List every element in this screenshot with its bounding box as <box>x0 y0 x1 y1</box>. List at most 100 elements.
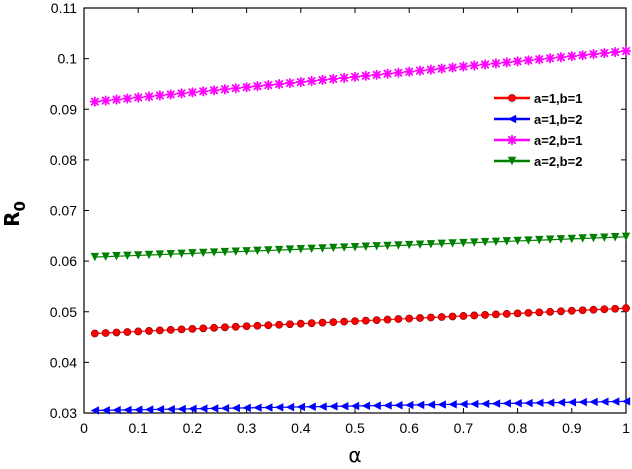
data-point <box>329 402 338 411</box>
data-point <box>242 403 251 413</box>
data-point <box>90 329 99 338</box>
data-point <box>512 56 523 67</box>
data-point <box>622 304 630 313</box>
data-point <box>339 72 350 83</box>
data-point <box>220 404 230 413</box>
data-point <box>90 406 100 415</box>
star-stroke <box>556 53 566 62</box>
axis-ticks: 0 0.1 0.2 0.3 0.4 0.5 0.6 0.7 0.8 0.9 1 0.03 0.04 0.0… <box>50 0 630 436</box>
data-point <box>188 324 197 333</box>
star-stroke <box>546 54 555 63</box>
x-axis-label: α <box>348 443 361 467</box>
data-point <box>567 398 576 407</box>
star-stroke <box>470 61 479 70</box>
data-point <box>481 311 489 319</box>
star-stroke <box>188 88 197 97</box>
star-stroke <box>296 77 305 87</box>
data-point <box>123 405 132 415</box>
data-point <box>513 236 522 246</box>
data-point <box>610 397 620 406</box>
data-point <box>296 245 305 254</box>
data-point <box>188 249 197 258</box>
data-point <box>480 399 490 408</box>
data-point <box>383 315 392 324</box>
star-stroke <box>275 80 284 89</box>
data-point <box>307 244 316 254</box>
legend: a=1,b=1 a=1,b=2 a=2,b=1 a=2,b=2 <box>494 91 582 169</box>
data-point <box>459 399 468 409</box>
series-a=2,b=2 <box>90 232 631 262</box>
data-point <box>264 403 273 412</box>
data-point <box>524 308 533 317</box>
legend-marker <box>507 114 517 124</box>
data-point <box>545 235 555 244</box>
data-point <box>318 402 327 411</box>
data-point <box>144 250 154 260</box>
data-point <box>405 240 414 250</box>
data-point <box>134 405 143 414</box>
data-point <box>296 319 305 328</box>
data-point <box>339 243 349 252</box>
x-tick-label: 0.9 <box>562 420 582 436</box>
data-point <box>492 310 500 319</box>
data-point <box>231 322 240 331</box>
data-point <box>620 45 632 57</box>
legend-marker <box>508 94 516 102</box>
data-point <box>426 313 435 322</box>
x-tick-label: 0.3 <box>237 420 257 436</box>
data-point <box>274 245 284 255</box>
data-point <box>535 398 544 408</box>
data-point <box>307 402 316 411</box>
data-point <box>545 53 556 64</box>
y-tick-label: 0.11 <box>51 0 77 16</box>
star-stroke <box>340 73 349 82</box>
data-point <box>566 51 577 62</box>
data-point <box>469 60 480 71</box>
star-stroke <box>166 90 175 99</box>
data-point <box>502 399 511 408</box>
star-stroke <box>220 85 229 94</box>
x-tick-label: 0.8 <box>508 420 528 436</box>
x-tick-label: 0.5 <box>345 420 365 436</box>
star-stroke <box>285 79 295 88</box>
data-point <box>600 233 609 242</box>
data-point <box>210 323 218 332</box>
star-stroke <box>513 57 522 66</box>
data-point <box>523 55 534 66</box>
data-point <box>166 249 175 259</box>
data-point <box>578 306 587 315</box>
data-point <box>264 246 273 255</box>
data-point <box>577 50 588 61</box>
legend-label: a=2,b=1 <box>534 133 582 148</box>
data-point <box>589 397 598 407</box>
data-point <box>502 237 511 246</box>
data-point <box>513 309 522 318</box>
data-point <box>231 403 240 413</box>
star-stroke <box>621 46 631 56</box>
data-point <box>405 400 414 410</box>
data-point <box>275 320 284 329</box>
data-point <box>328 73 339 85</box>
y-tick-label: 0.07 <box>50 203 77 219</box>
data-point <box>437 239 446 249</box>
data-point <box>307 319 316 328</box>
data-point <box>437 400 446 409</box>
data-point <box>578 397 587 407</box>
data-point <box>524 236 533 245</box>
data-point <box>426 240 436 249</box>
data-point <box>296 402 305 412</box>
data-point <box>155 405 165 414</box>
data-point <box>111 94 122 105</box>
y-tick-label: 0.03 <box>50 405 77 421</box>
data-point <box>372 401 381 410</box>
data-point <box>611 304 620 313</box>
data-point <box>329 318 338 327</box>
data-point <box>209 248 219 257</box>
data-point <box>371 69 382 80</box>
series-layer <box>89 45 632 415</box>
x-tick-label: 0.4 <box>291 420 311 436</box>
star-stroke <box>307 76 316 86</box>
plot-area <box>83 7 627 414</box>
star-stroke <box>350 72 360 81</box>
data-point <box>556 398 566 407</box>
